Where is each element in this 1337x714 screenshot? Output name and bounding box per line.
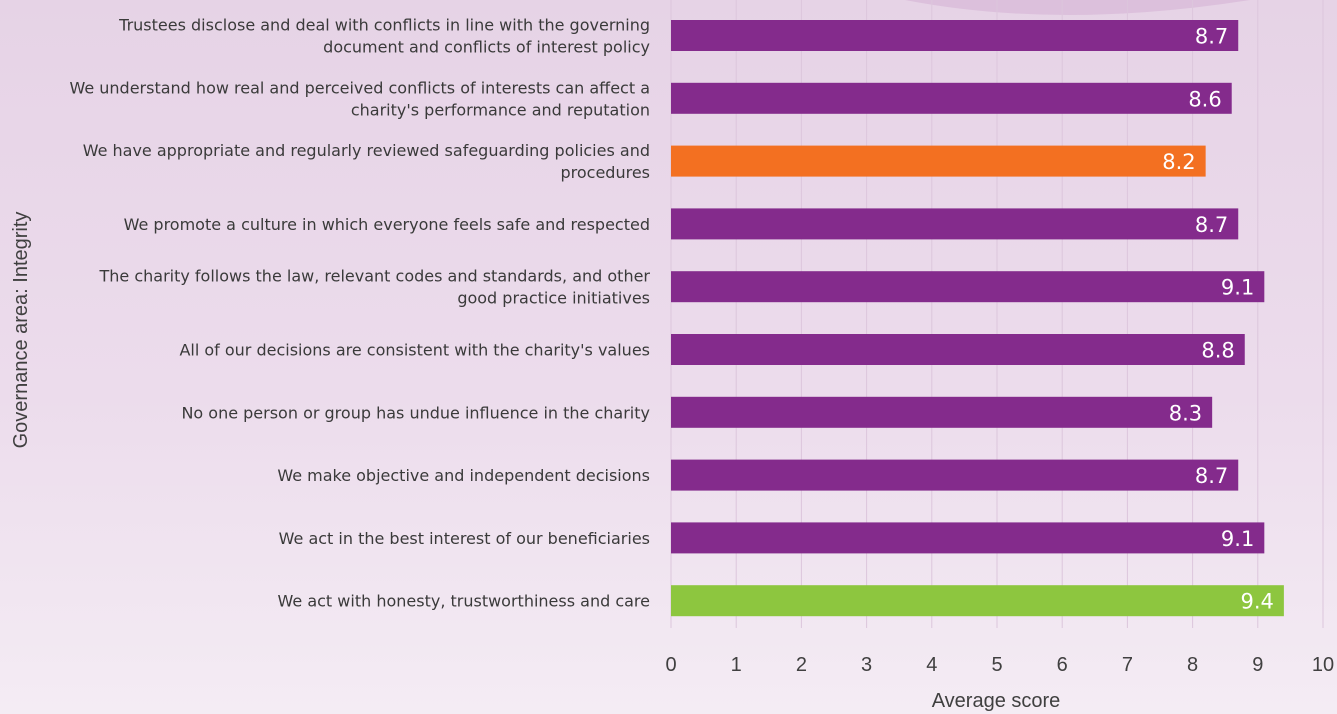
category-label: We understand how real and perceived con…	[69, 78, 650, 119]
category-label: We promote a culture in which everyone f…	[124, 215, 650, 234]
bar-value-label: 8.6	[1188, 87, 1221, 111]
bar	[671, 585, 1284, 617]
bar	[671, 522, 1265, 554]
x-tick-label: 7	[1122, 654, 1133, 676]
x-tick-label: 5	[991, 654, 1002, 676]
bar	[671, 82, 1232, 114]
category-label: We make objective and independent decisi…	[277, 466, 650, 485]
bar	[671, 145, 1206, 177]
x-tick-labels: 0 1 2 3 4 5 6 7 8 9 10	[665, 654, 1334, 676]
bar	[671, 20, 1239, 51]
bar-value-label: 9.4	[1240, 590, 1273, 614]
bar	[671, 396, 1213, 428]
bar	[671, 208, 1239, 240]
x-tick-label: 8	[1187, 654, 1198, 676]
bars: 8.7 8.6 8.2 8.7 9.1 8.8 8.3 8.7 9.1 9.4	[671, 20, 1284, 617]
category-label: We act in the best interest of our benef…	[279, 529, 650, 548]
x-tick-label: 10	[1312, 654, 1334, 676]
bar-value-label: 8.3	[1169, 401, 1202, 425]
bar-value-label: 8.7	[1195, 213, 1228, 237]
x-tick-label: 6	[1057, 654, 1068, 676]
bar-value-label: 8.8	[1201, 339, 1234, 363]
x-tick-label: 3	[861, 654, 872, 676]
category-labels: Trustees disclose and deal with conflict…	[69, 16, 650, 611]
bar	[671, 271, 1265, 303]
x-tick-label: 4	[926, 654, 937, 676]
x-tick-label: 1	[731, 654, 742, 676]
y-axis-title: Governance area: Integrity	[10, 212, 32, 449]
category-label: The charity follows the law, relevant co…	[98, 267, 650, 308]
decorative-arc	[905, 0, 1250, 15]
bar-value-label: 8.7	[1195, 25, 1228, 49]
bar-value-label: 9.1	[1221, 276, 1254, 300]
category-label: Trustees disclose and deal with conflict…	[118, 16, 650, 57]
bar-value-label: 9.1	[1221, 527, 1254, 551]
x-tick-label: 0	[665, 654, 676, 676]
bar	[671, 459, 1239, 491]
category-label: No one person or group has undue influen…	[181, 403, 650, 422]
x-tick-label: 2	[796, 654, 807, 676]
bar-value-label: 8.2	[1162, 150, 1195, 174]
bar	[671, 334, 1245, 365]
x-tick-label: 9	[1252, 654, 1263, 676]
category-label: We have appropriate and regularly review…	[83, 141, 650, 182]
category-label: We act with honesty, trustworthiness and…	[278, 592, 650, 611]
bar-value-label: 8.7	[1195, 464, 1228, 488]
category-label: All of our decisions are consistent with…	[179, 341, 650, 360]
x-axis-title: Average score	[932, 690, 1061, 712]
